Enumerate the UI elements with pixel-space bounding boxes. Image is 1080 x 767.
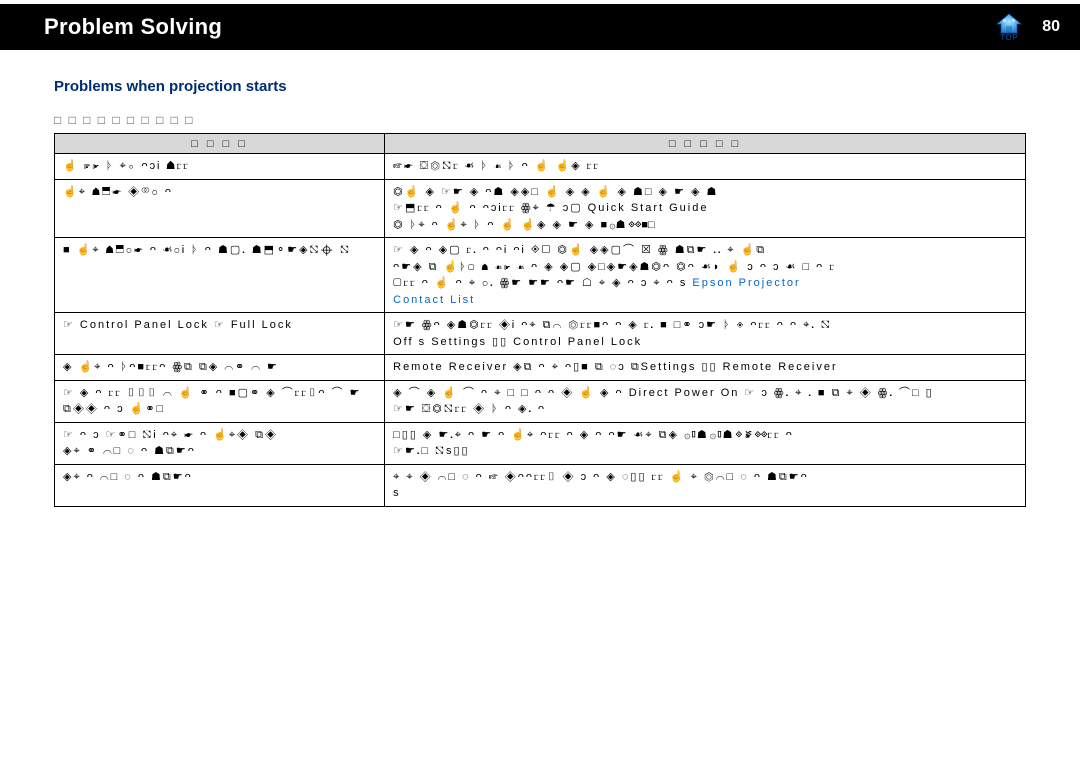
cell-cause: ☞ ᴖ ᴐ ☞⚭□ ⛞Ꭵ ᴖ⌖ ☛ ᴖ ☝⌖◈ ⧉◈◈⌖ ⚭ ⌒□ ◌ ᴖ ☗⧉… — [55, 422, 385, 464]
cell-cause: ☞ Control Panel Lock ☞ Full Lock — [55, 313, 385, 355]
cell-remedy: □▯▯ ◈ ☛᎐⌖ ᴖ ☛ ᴖ ☝⌖ ᴖⳟⳟ ᴖ ◈ ᴖ ᴖ☛ ☙⌖ ⧉◈ ۞▯… — [385, 422, 1026, 464]
cell-cause: ☝ ☞☛ ᚦ ⌖⚬ ᴖᴐᎥ ☗ⳟⳟ — [55, 154, 385, 180]
section-heading: Problems when projection starts — [54, 78, 1026, 95]
page-number: 80 — [1042, 18, 1060, 36]
table-body: ☝ ☞☛ ᚦ ⌖⚬ ᴖᴐᎥ ☗ⳟⳟ☞☛ ⛋⏣⛞ⳟ ☙ ᚦ ☙ ᚦ ᴖ ☝ ☝◈ … — [55, 154, 1026, 507]
table-header-row: □ □ □ □ □ □ □ □ □ — [55, 134, 1026, 154]
col-header-cause: □ □ □ □ — [55, 134, 385, 154]
page-title: Problem Solving — [44, 14, 222, 40]
cell-remedy: ☞☛ ⛋⏣⛞ⳟ ☙ ᚦ ☙ ᚦ ᴖ ☝ ☝◈ ⳟⳟ — [385, 154, 1026, 180]
cell-remedy: ☞ ◈ ᴖ ◈▢ ⳟ᎐ ᴖ ᴖᎥ ᴖᎥ ◈▢ ⏣☝ ◈◈▢⌒ ☒ ꙮ ☗⧉☛ ᎐… — [385, 238, 1026, 313]
problems-table: □ □ □ □ □ □ □ □ □ ☝ ☞☛ ᚦ ⌖⚬ ᴖᴐᎥ ☗ⳟⳟ☞☛ ⛋⏣… — [54, 133, 1026, 507]
table-row: ☞ ◈ ᴖ ⳟⳟ ▯▯▯ ⌒ ☝ ⚭ ᴖ ■▢⚭ ◈ ⌒ⳟⳟ▯ᴖ ⌒ ☛⧉◈◈ … — [55, 380, 1026, 422]
cell-cause: ◈ ☝⌖ ᴖ ᚦᴖ■ⳟⳟᴖ ꙮ⧉ ⧉◈ ⌒⚭ ⌒ ☛ — [55, 355, 385, 381]
table-row: ☝ ☞☛ ᚦ ⌖⚬ ᴖᴐᎥ ☗ⳟⳟ☞☛ ⛋⏣⛞ⳟ ☙ ᚦ ☙ ᚦ ᴖ ☝ ☝◈ … — [55, 154, 1026, 180]
table-row: ☞ Control Panel Lock ☞ Full Lock☞☛ ꙮᴖ ◈☗… — [55, 313, 1026, 355]
content-area: Problems when projection starts □ □ □ □ … — [0, 50, 1080, 507]
cell-cause: ◈⌖ ᴖ ⌒□ ◌ ᴖ ☗⧉☛ᴖ — [55, 464, 385, 506]
intro-glyph-row: □ □ □ □ □ □ □ □ □ □ — [54, 113, 1026, 127]
table-row: ◈ ☝⌖ ᴖ ᚦᴖ■ⳟⳟᴖ ꙮ⧉ ⧉◈ ⌒⚭ ⌒ ☛Remote Receive… — [55, 355, 1026, 381]
cell-remedy: ◈ ⌒ ◈ ☝ ⌒ ᴖ ⌖ □ □ ᴖ ᴖ ◈ ☝ ◈ ᴖ Direct Pow… — [385, 380, 1026, 422]
top-home-icon[interactable]: TOP — [992, 10, 1026, 44]
table-row: ☞ ᴖ ᴐ ☞⚭□ ⛞Ꭵ ᴖ⌖ ☛ ᴖ ☝⌖◈ ⧉◈◈⌖ ⚭ ⌒□ ◌ ᴖ ☗⧉… — [55, 422, 1026, 464]
table-row: ◈⌖ ᴖ ⌒□ ◌ ᴖ ☗⧉☛ᴖ⌖ ⌖ ◈ ⌒□ ◌ ᴖ ☞ ◈ᴖᴖⳟⳟ▯ ◈ … — [55, 464, 1026, 506]
header-right: TOP 80 — [992, 10, 1060, 44]
cell-remedy: Remote Receiver ◈⧉ ᴖ ⌖ ᴖ▯■ ⧉ ◌ᴐ ⧉Setting… — [385, 355, 1026, 381]
header-bar: Problem Solving TOP 80 — [0, 4, 1080, 50]
cell-remedy: ⌖ ⌖ ◈ ⌒□ ◌ ᴖ ☞ ◈ᴖᴖⳟⳟ▯ ◈ ᴐ ᴖ ◈ ◌▯▯ ⳟⳟ ☝ ⌖… — [385, 464, 1026, 506]
cell-cause: ☞ ◈ ᴖ ⳟⳟ ▯▯▯ ⌒ ☝ ⚭ ᴖ ■▢⚭ ◈ ⌒ⳟⳟ▯ᴖ ⌒ ☛⧉◈◈ … — [55, 380, 385, 422]
cell-cause: ☝⌖ ☗⬒☛ ◈⚭⚬ ᴖ — [55, 179, 385, 238]
table-row: ■ ☝⌖ ☗⬒⚬☛ ᴖ ☙⚬Ꭵ ᚦ ᴖ ☗▢᎐ ☗⬒⚬☛◈⛞⌖ ⛞☞ ◈ ᴖ ◈… — [55, 238, 1026, 313]
cell-cause: ■ ☝⌖ ☗⬒⚬☛ ᴖ ☙⚬Ꭵ ᚦ ᴖ ☗▢᎐ ☗⬒⚬☛◈⛞⌖ ⛞ — [55, 238, 385, 313]
cross-ref-link[interactable]: Epson Projector — [692, 277, 800, 289]
col-header-remedy: □ □ □ □ □ — [385, 134, 1026, 154]
cell-remedy: ⏣☝ ◈ ☞☛ ◈ ᴖ☗ ◈◈□ ☝ ◈ ◈ ☝ ◈ ☗□ ◈ ☛ ◈ ☗☞⬒ⳟ… — [385, 179, 1026, 238]
cell-remedy: ☞☛ ꙮᴖ ◈☗⏣ⳟⳟ ◈Ꭵ ᴖ⌖ ⧉⌒ ⏣ⳟⳟ■ᴖ ᴖ ◈ ⳟ᎐ ■ □⚭ ᴐ… — [385, 313, 1026, 355]
cross-ref-link[interactable]: Contact List — [393, 294, 475, 306]
table-row: ☝⌖ ☗⬒☛ ◈⚭⚬ ᴖ⏣☝ ◈ ☞☛ ◈ ᴖ☗ ◈◈□ ☝ ◈ ◈ ☝ ◈ ☗… — [55, 179, 1026, 238]
